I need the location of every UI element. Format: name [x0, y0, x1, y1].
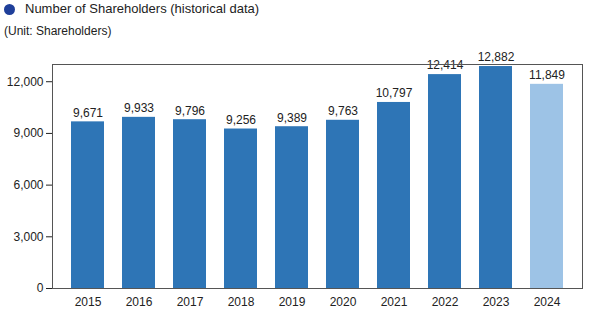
svg-text:6,000: 6,000	[13, 178, 43, 192]
html-text:(Unit: Shareholders): (Unit: Shareholders)	[4, 24, 112, 38]
svg-text:2016: 2016	[126, 295, 153, 309]
svg-text:9,763: 9,763	[328, 104, 358, 118]
svg-text:10,797: 10,797	[376, 86, 413, 100]
html-text:Number of Shareholders (histor: Number of Shareholders (historical data)	[25, 1, 260, 16]
svg-text:9,796: 9,796	[175, 104, 205, 118]
svg-text:9,933: 9,933	[124, 101, 154, 115]
svg-text:9,389: 9,389	[277, 111, 307, 125]
svg-text:3,000: 3,000	[13, 230, 43, 244]
svg-text:0: 0	[37, 281, 44, 295]
svg-text:2022: 2022	[432, 295, 459, 309]
svg-text:12,414: 12,414	[427, 58, 464, 72]
svg-text:2021: 2021	[381, 295, 408, 309]
svg-text:2017: 2017	[177, 295, 204, 309]
svg-text:9,256: 9,256	[226, 113, 256, 127]
svg-text:2020: 2020	[330, 295, 357, 309]
svg-text:12,882: 12,882	[478, 50, 515, 64]
svg-text:2019: 2019	[279, 295, 306, 309]
svg-text:2024: 2024	[534, 295, 561, 309]
svg-text:9,000: 9,000	[13, 126, 43, 140]
svg-text:11,849: 11,849	[529, 68, 565, 82]
svg-text:2018: 2018	[228, 295, 255, 309]
svg-text:2023: 2023	[483, 295, 510, 309]
svg-text:9,671: 9,671	[73, 106, 103, 120]
svg-text:12,000: 12,000	[7, 75, 44, 89]
svg-text:2015: 2015	[75, 295, 102, 309]
